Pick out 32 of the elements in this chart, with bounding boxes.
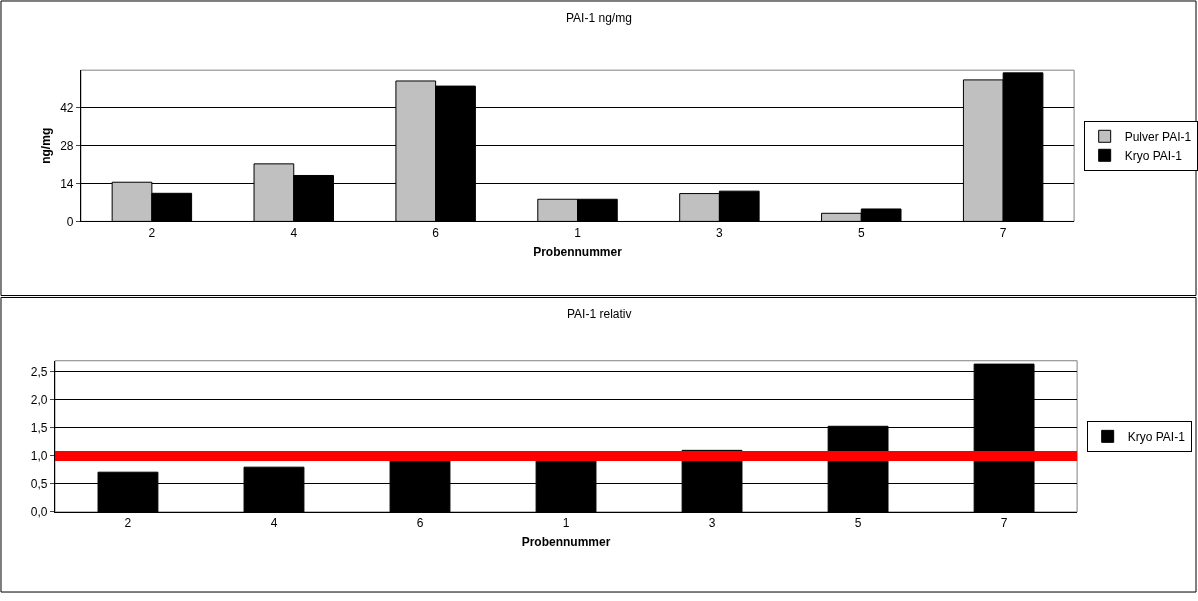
x-tick-label: 6: [432, 225, 440, 240]
x-axis-title: Probennummer: [533, 244, 623, 259]
y-tick-label: 2,5: [30, 365, 48, 380]
legend-label: Kryo PAI-1: [1127, 430, 1186, 445]
y-tick-label: 0,0: [30, 505, 48, 520]
y-tick-label: 2,0: [30, 393, 48, 408]
chart-title: PAI-1 relativ: [567, 307, 632, 321]
x-tick-label: 7: [1000, 516, 1008, 531]
x-tick-label: 3: [708, 516, 716, 531]
x-tick-label: 7: [999, 225, 1007, 240]
x-tick-label: 2: [124, 516, 132, 531]
x-tick-label: 5: [857, 225, 865, 240]
chart-title: PAI-1 ng/mg: [566, 11, 632, 25]
x-tick-label: 4: [270, 516, 278, 531]
legend-label: Pulver PAI-1: [1124, 129, 1192, 144]
x-tick-label: 5: [854, 516, 862, 531]
x-tick-label: 3: [716, 225, 724, 240]
x-axis-title: Probennummer: [521, 535, 611, 550]
x-tick-label: 4: [290, 225, 298, 240]
y-tick-label: 42: [60, 101, 74, 116]
y-tick-label: 28: [60, 138, 74, 153]
x-tick-label: 6: [416, 516, 424, 531]
x-tick-label: 1: [562, 516, 570, 531]
y-tick-label: 1,0: [30, 449, 48, 464]
y-tick-label: 1,5: [30, 421, 48, 436]
legend-label: Kryo PAI-1: [1124, 148, 1183, 163]
x-tick-label: 2: [148, 225, 156, 240]
y-tick-label: 14: [60, 176, 74, 191]
x-tick-label: 1: [574, 225, 582, 240]
y-tick-label: 0,5: [30, 477, 48, 492]
y-tick-label: 0: [66, 214, 74, 229]
y-axis-title: ng/mg: [39, 127, 54, 164]
